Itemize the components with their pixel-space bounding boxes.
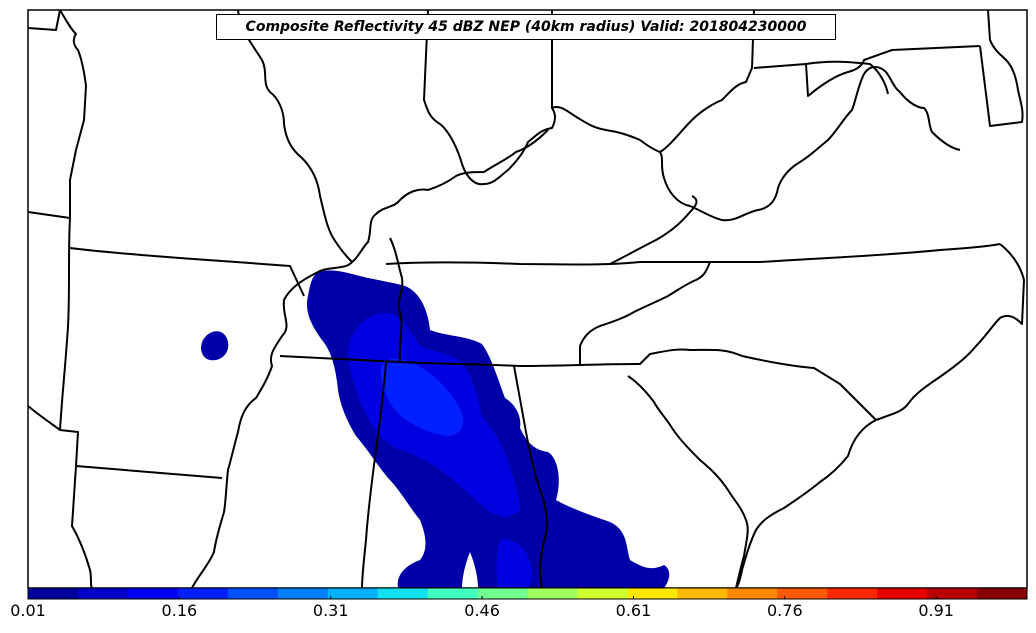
colorbar-segment <box>477 588 528 599</box>
missouri-west-line <box>28 10 61 31</box>
delaware-outline <box>979 10 1024 127</box>
tennessee-south-line <box>279 348 743 367</box>
colorbar-segment <box>427 588 479 599</box>
mississippi-alabama-line <box>361 361 387 588</box>
west-virginia-outline <box>659 10 755 153</box>
colorbar-segment <box>877 588 928 599</box>
colorbar-segment <box>327 588 379 599</box>
probability-region-high <box>380 358 464 436</box>
texas-line <box>28 405 93 588</box>
nc-sc-line <box>741 355 877 421</box>
probability-region-isolated <box>201 331 229 361</box>
colorbar-tick-label: 0.76 <box>767 601 803 620</box>
colorbar-segment <box>677 588 728 599</box>
colorbar-segment <box>28 588 79 599</box>
colorbar-tick-label: 0.31 <box>312 601 349 620</box>
arkansas-west-line <box>59 217 71 431</box>
colorbar-segment <box>277 588 329 599</box>
ohio-kentucky-line <box>551 66 901 222</box>
colorbar-tick-label: 0.61 <box>615 601 652 620</box>
kentucky-north-line <box>427 129 549 191</box>
colorbar-tick-label: 0.16 <box>161 601 198 620</box>
arkansas-south-line <box>75 465 223 479</box>
probability-gap <box>462 552 478 588</box>
kentucky-tennessee-line <box>385 243 1001 266</box>
probability-field <box>201 270 670 588</box>
colorbar-segment <box>227 588 279 599</box>
colorbar-segment <box>77 588 129 599</box>
tennessee-nc-line <box>579 261 711 364</box>
mississippi-river-upper <box>59 10 87 218</box>
colorbar-segment <box>827 588 878 599</box>
colorbar-frame <box>27 587 1028 600</box>
colorbar-segment <box>127 588 179 599</box>
colorbar-tick-label: 0.46 <box>464 601 500 620</box>
state-boundaries <box>28 10 1025 588</box>
nc-coast <box>875 243 1025 421</box>
georgia-sc-line <box>627 375 749 588</box>
colorbar-segment <box>777 588 828 599</box>
pennsylvania-south <box>753 45 981 97</box>
alabama-georgia-line <box>513 365 548 588</box>
virginia-north <box>899 91 961 151</box>
colorbar-tick-label: 0.91 <box>918 601 954 620</box>
colorbar-segment <box>927 588 978 599</box>
tennessee-west-river <box>389 237 404 363</box>
kansas-border <box>28 211 71 219</box>
colorbar-segment <box>527 588 578 599</box>
probability-region-mid-south <box>496 539 533 588</box>
illinois-indiana-line <box>423 10 556 186</box>
arkansas-north-line <box>69 247 305 297</box>
colorbar-segment <box>377 588 429 599</box>
colorbar-segment <box>727 588 778 599</box>
colorbar-segment <box>177 588 229 599</box>
maryland-line <box>805 60 889 95</box>
colorbar-segment <box>577 588 628 599</box>
illinois-west-line <box>237 10 429 263</box>
colorbar-segment <box>977 588 1028 599</box>
virginia-kentucky-line <box>609 195 698 265</box>
colorbar-tick-label: 0.01 <box>10 601 46 620</box>
map-title: Composite Reflectivity 45 dBZ NEP (40km … <box>216 14 836 40</box>
colorbar <box>27 588 1028 599</box>
mississippi-river-lower <box>191 261 353 588</box>
colorbar-segment <box>627 588 678 599</box>
sc-coast <box>735 419 877 588</box>
